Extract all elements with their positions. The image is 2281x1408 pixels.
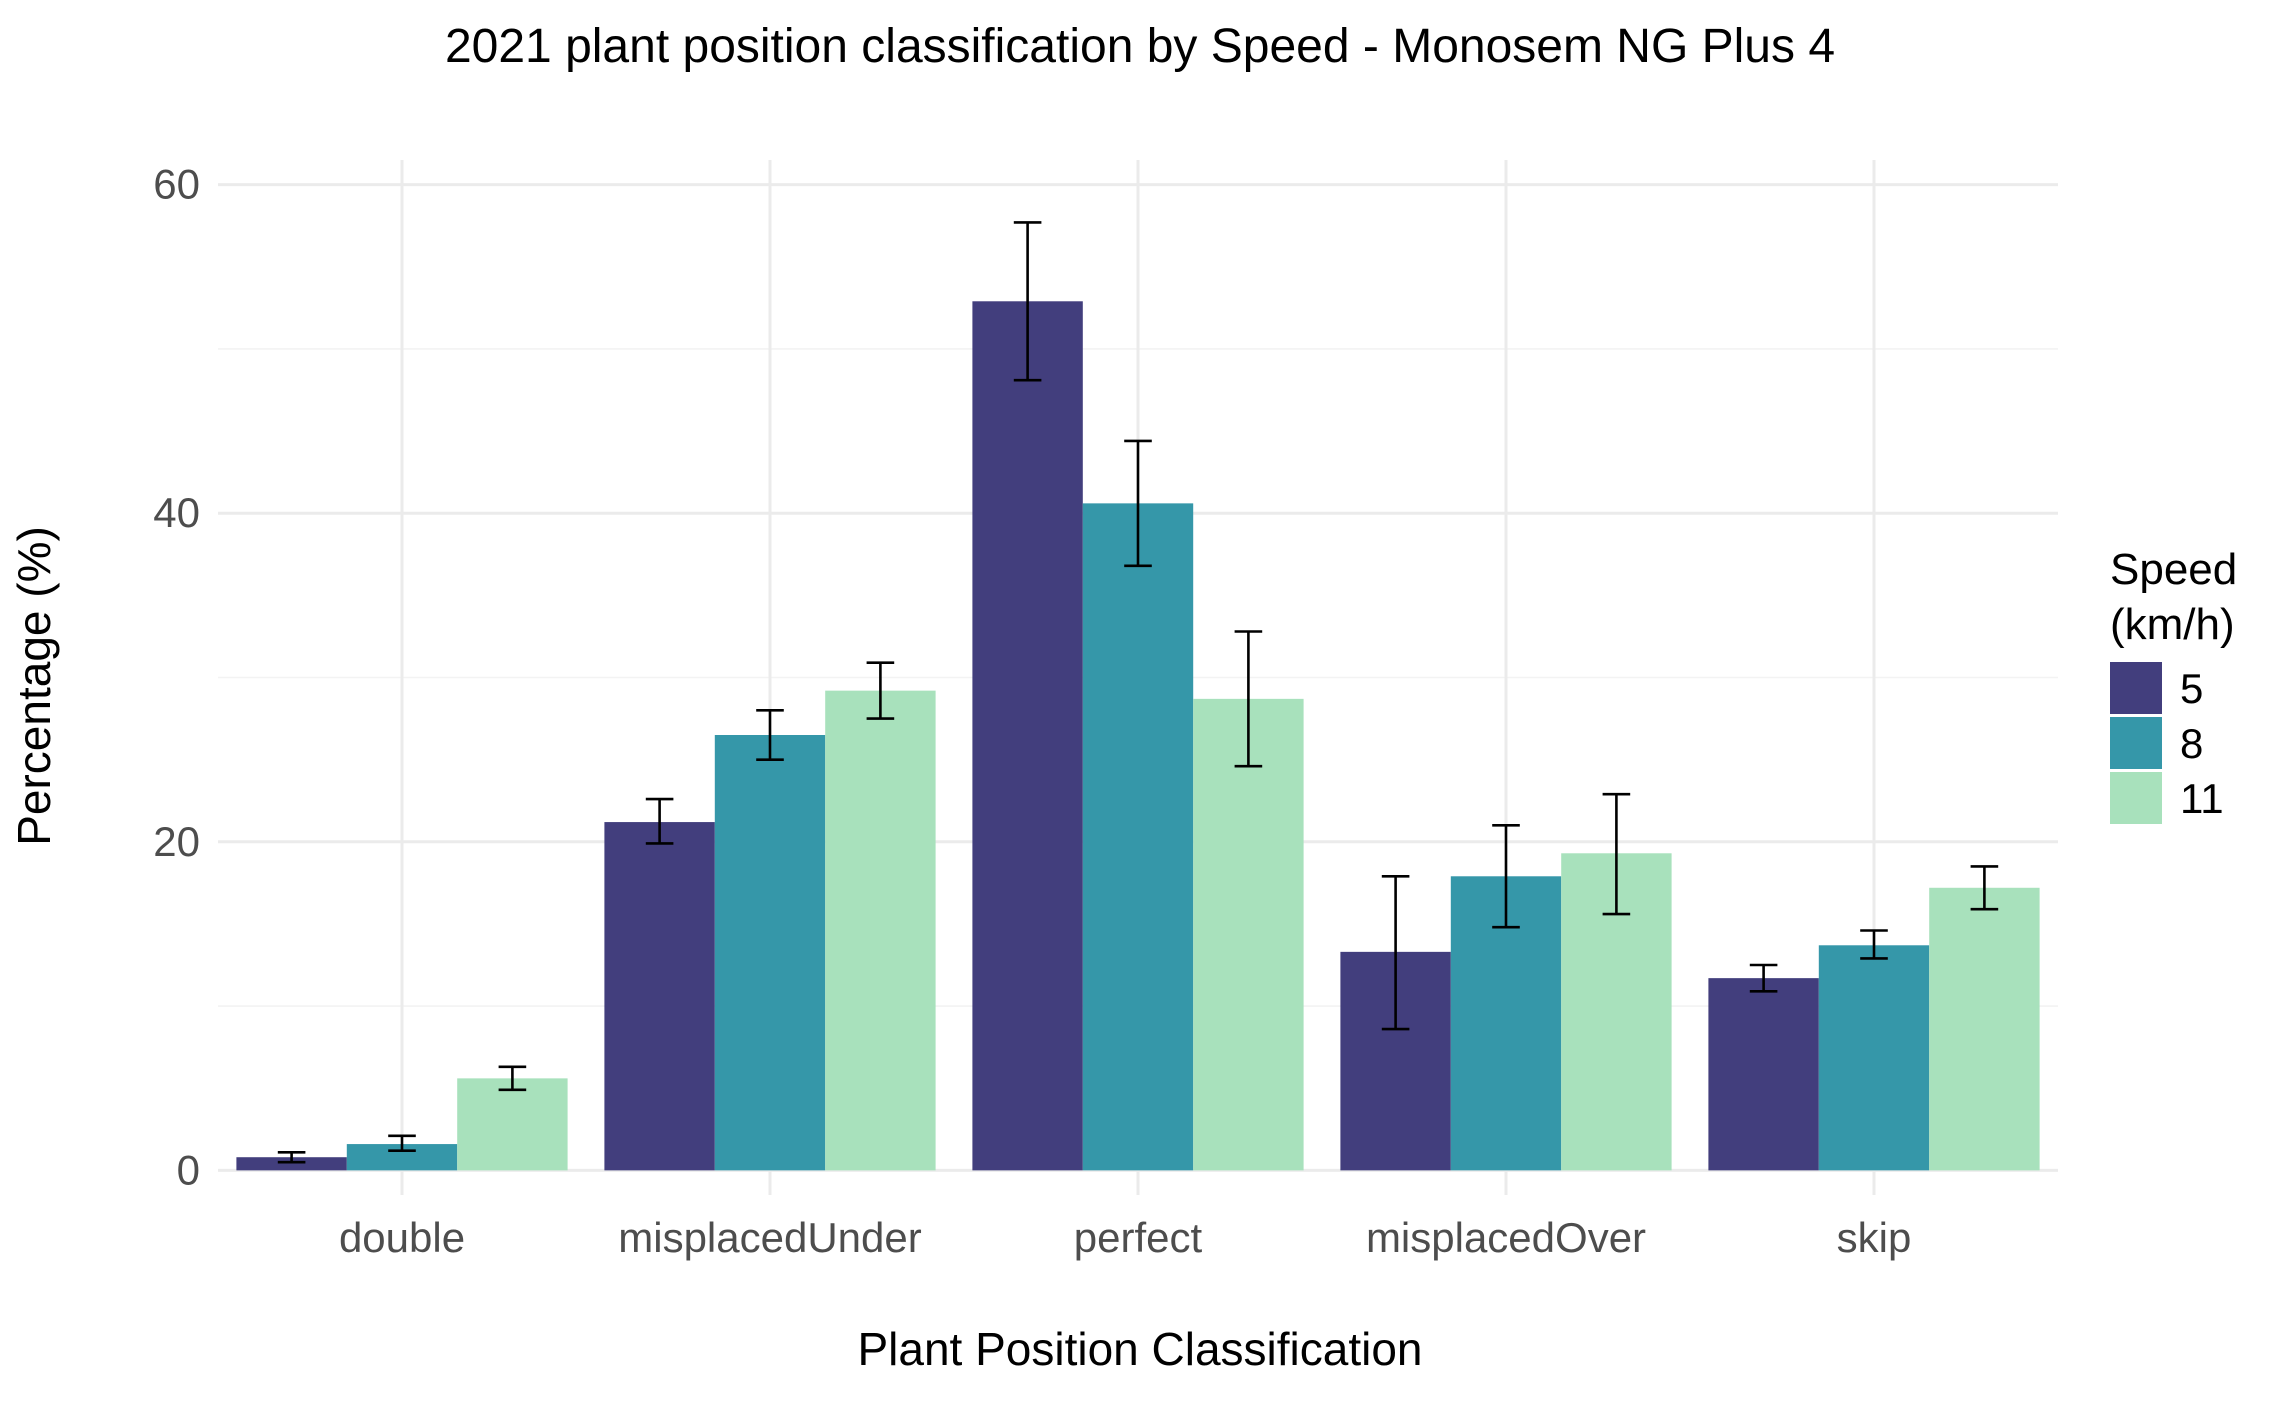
- error-bar: [756, 709, 784, 761]
- x-tick-label: misplacedOver: [1366, 1214, 1646, 1261]
- error-bar: [1492, 824, 1520, 929]
- bar: [604, 822, 715, 1171]
- x-tick-label: skip: [1837, 1214, 1912, 1261]
- bar: [972, 301, 1083, 1171]
- legend-swatch: [2110, 717, 2162, 769]
- bar: [1818, 945, 1930, 1171]
- y-tick-labels: 0 20 40 60: [153, 161, 200, 1194]
- bar: [457, 1078, 568, 1171]
- error-bar: [1234, 630, 1263, 768]
- bar: [1708, 978, 1819, 1171]
- bar: [236, 1157, 347, 1171]
- error-bar: [866, 661, 895, 720]
- error-bar: [498, 1065, 527, 1092]
- error-bar: [1124, 439, 1152, 568]
- legend-title: Speed: [2110, 545, 2237, 594]
- x-tick-label: misplacedUnder: [618, 1214, 921, 1261]
- error-bar: [1381, 874, 1410, 1031]
- x-tick-label: double: [339, 1214, 465, 1261]
- bar: [1929, 887, 2040, 1171]
- error-bar: [645, 797, 674, 845]
- bars: [236, 301, 2040, 1171]
- error-bar: [1602, 792, 1631, 916]
- y-tick-label: 60: [153, 161, 200, 208]
- error-bar: [1970, 865, 1999, 911]
- x-tick-label: perfect: [1074, 1214, 1203, 1261]
- error-bar: [1749, 963, 1778, 993]
- chart-title: 2021 plant position classification by Sp…: [445, 20, 1835, 73]
- legend-label: 11: [2180, 775, 2224, 822]
- bar: [825, 690, 936, 1171]
- legend-swatch: [2110, 662, 2162, 714]
- error-bar: [1860, 929, 1888, 960]
- error-bars: [277, 221, 1999, 1164]
- legend-label: 8: [2180, 720, 2203, 767]
- y-tick-label: 20: [153, 818, 200, 865]
- error-bar: [388, 1134, 416, 1152]
- legend-swatch: [2110, 772, 2162, 824]
- x-axis-label: Plant Position Classification: [857, 1323, 1422, 1375]
- bar: [1082, 503, 1194, 1171]
- x-tick-labels: double misplacedUnder perfect misplacedOver…: [339, 1214, 1911, 1261]
- error-bar: [277, 1150, 306, 1164]
- legend-title: (km/h): [2110, 600, 2235, 649]
- legend-label: 5: [2180, 665, 2203, 712]
- bar: [714, 735, 826, 1171]
- y-tick-label: 40: [153, 489, 200, 536]
- y-axis-label: Percentage (%): [8, 526, 60, 846]
- legend: Speed (km/h) 5 8 11: [2110, 545, 2237, 824]
- bar: [1193, 698, 1304, 1171]
- error-bar: [1013, 221, 1042, 382]
- y-tick-label: 0: [177, 1146, 200, 1193]
